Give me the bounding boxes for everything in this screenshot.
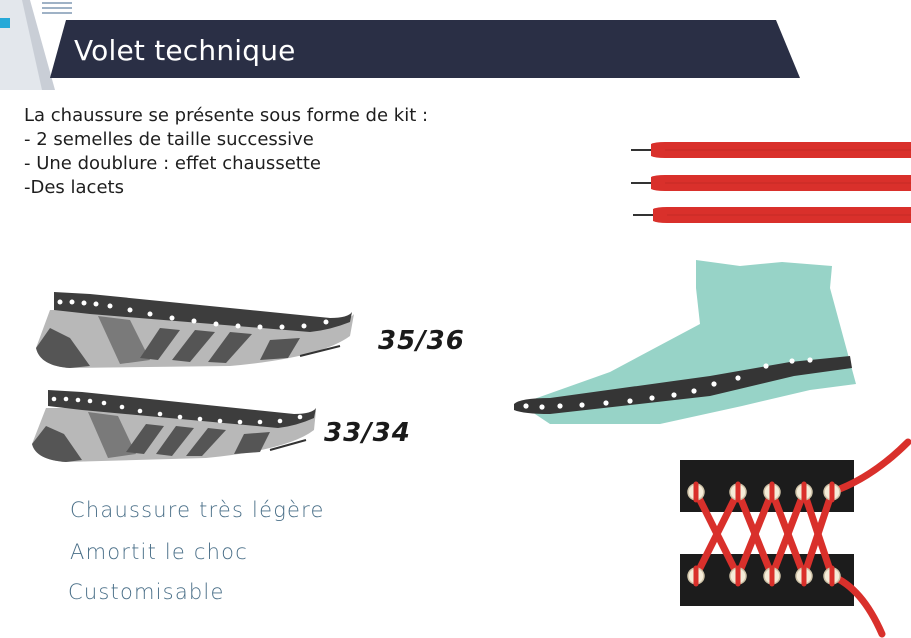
title-banner bbox=[50, 20, 800, 78]
sole-large-illustration bbox=[36, 292, 354, 368]
feature-item: Customisable bbox=[68, 580, 225, 604]
sole-small-illustration bbox=[32, 390, 316, 462]
page-title: Volet technique bbox=[74, 34, 296, 67]
feature-item: Amortit le choc bbox=[70, 540, 248, 564]
lacing-illustration bbox=[680, 438, 911, 638]
sock-lining-illustration bbox=[514, 260, 856, 424]
intro-line: La chaussure se présente sous forme de k… bbox=[24, 105, 429, 126]
intro-line: - Une doublure : effet chaussette bbox=[24, 153, 321, 174]
sole-size-label: 33/34 bbox=[324, 418, 411, 448]
intro-line: -Des lacets bbox=[24, 177, 124, 198]
sole-size-label: 35/36 bbox=[378, 326, 465, 356]
laces-illustration bbox=[631, 142, 911, 223]
intro-text: La chaussure se présente sous forme de k… bbox=[24, 104, 428, 200]
intro-line: - 2 semelles de taille successive bbox=[24, 129, 314, 150]
feature-item: Chaussure très légère bbox=[70, 498, 325, 522]
